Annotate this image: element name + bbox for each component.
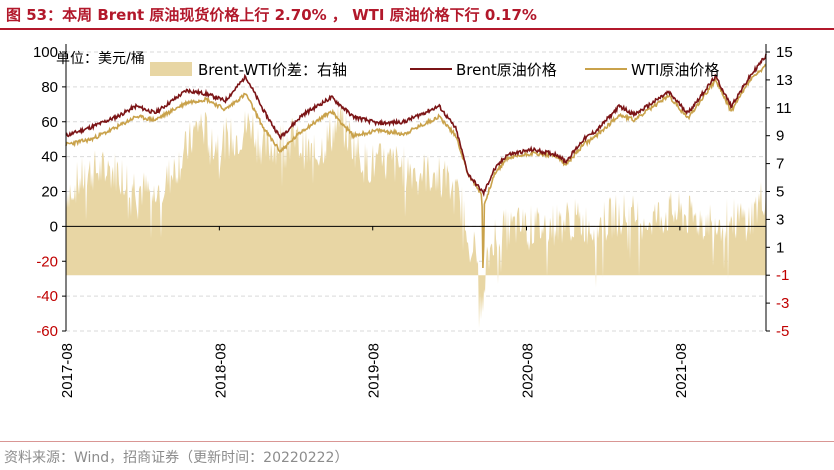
y-left-tick-label: 40	[41, 149, 58, 166]
spread-area-layer	[66, 105, 766, 329]
x-tick-label: 2017-08	[59, 343, 76, 398]
wti-price-line	[65, 63, 767, 269]
y-right-tick-label: 7	[776, 156, 784, 173]
y-right-tick-label: 5	[776, 184, 784, 201]
brent-price-line	[65, 53, 767, 198]
y-right-tick-label: 3	[776, 211, 784, 228]
chart: 100 80 60 40 20 0 -20 -40 -60 15 13 11 9 7 5 3 1 -1 -3 -5 20…	[33, 44, 793, 398]
y-right-tick-label: -1	[776, 267, 789, 284]
bottom-rule	[0, 441, 834, 442]
y-right-tick-label: 13	[776, 72, 793, 89]
x-tick-label: 2018-08	[212, 343, 229, 398]
tick-labels: 100 80 60 40 20 0 -20 -40 -60 15 13 11 9 7 5 3 1 -1 -3 -5 20…	[33, 44, 793, 398]
y-left-tick-label: 100	[33, 44, 58, 61]
y-left-tick-label: -60	[36, 323, 58, 340]
y-right-tick-label: -5	[776, 323, 789, 340]
x-tick-label: 2020-08	[520, 343, 537, 398]
legend-label-spread: Brent-WTI价差：右轴	[198, 61, 347, 79]
y-left-tick-label: 80	[41, 79, 58, 96]
title-rule	[0, 28, 834, 30]
y-left-tick-label: -20	[36, 253, 58, 270]
y-right-tick-label: 9	[776, 128, 784, 145]
legend-label-wti: WTI原油价格	[631, 61, 719, 79]
y-right-tick-label: 11	[776, 100, 792, 117]
price-lines-layer	[65, 53, 767, 269]
y-left-tick-label: 60	[41, 114, 58, 131]
y-right-tick-label: 1	[776, 239, 784, 256]
unit-label: 单位：美元/桶	[56, 51, 145, 67]
y-left-tick-label: 20	[41, 184, 58, 201]
spread-area	[66, 105, 766, 329]
x-tick-label: 2021-08	[673, 343, 690, 398]
y-right-tick-label: -3	[776, 295, 789, 312]
y-left-tick-label: 0	[50, 218, 58, 235]
y-right-tick-label: 15	[776, 44, 793, 61]
legend-swatch-spread	[150, 62, 192, 76]
legend-label-brent: Brent原油价格	[456, 61, 557, 79]
x-tick-label: 2019-08	[366, 343, 383, 398]
y-left-tick-label: -40	[36, 288, 58, 305]
axes	[62, 44, 770, 332]
figure-title: 图 53：本周 Brent 原油现货价格上行 2.70% ， WTI 原油价格下…	[6, 6, 537, 24]
legend: Brent-WTI价差：右轴 Brent原油价格 WTI原油价格	[150, 61, 719, 79]
source-note: 资料来源：Wind，招商证券（更新时间：20220222）	[4, 450, 349, 466]
